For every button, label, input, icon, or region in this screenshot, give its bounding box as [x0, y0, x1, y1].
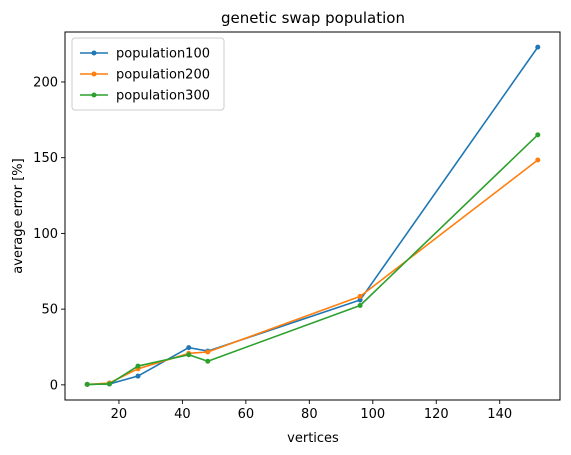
data-point-population300-2 — [135, 363, 141, 369]
legend-marker-population200 — [91, 71, 97, 77]
data-point-population200-5 — [357, 293, 363, 299]
legend-marker-population300 — [91, 92, 97, 98]
legend-label-population300: population300 — [116, 89, 210, 104]
data-point-population300-4 — [205, 358, 211, 364]
x-axis-label: vertices — [287, 431, 339, 446]
series-line-population200 — [87, 159, 539, 386]
plot-area — [84, 44, 541, 387]
x-tick-label-140: 140 — [487, 407, 512, 422]
y-tick-label-50: 50 — [41, 303, 58, 318]
legend-marker-population100 — [91, 50, 97, 56]
legend: population100 population200 population300 — [71, 37, 225, 111]
x-tick-label-80: 80 — [301, 407, 318, 422]
data-point-population300-1 — [106, 381, 112, 387]
y-tick-label-0: 0 — [50, 378, 58, 393]
data-point-population300-3 — [186, 352, 192, 358]
y-axis-label: average error [%] — [11, 158, 26, 273]
x-tick-label-60: 60 — [238, 407, 255, 422]
plot-frame — [64, 31, 561, 401]
x-tick-label-100: 100 — [360, 407, 385, 422]
data-point-population100-5 — [357, 297, 363, 303]
data-point-population300-5 — [357, 303, 363, 308]
data-point-population200-4 — [205, 349, 211, 355]
legend-label-population100: population100 — [116, 47, 210, 62]
chart-title: genetic swap population — [221, 9, 405, 27]
data-point-population100-2 — [135, 373, 141, 379]
x-tick-label-120: 120 — [424, 407, 449, 422]
y-tick-label-150: 150 — [33, 151, 58, 166]
data-point-population100-6 — [535, 44, 541, 50]
x-tick-label-40: 40 — [174, 407, 191, 422]
y-tick-label-200: 200 — [33, 75, 58, 90]
data-point-population100-3 — [186, 345, 192, 351]
legend-label-population200: population200 — [116, 68, 210, 83]
y-tick-label-100: 100 — [33, 227, 58, 242]
data-point-population300-6 — [535, 132, 541, 138]
axis-ticks: 20 40 60 80 100 120 140 0 50 100 150 200 — [33, 75, 512, 422]
legend-box — [71, 37, 225, 111]
series-line-population300 — [87, 134, 539, 386]
x-tick-label-20: 20 — [111, 407, 128, 422]
data-point-population300-0 — [84, 381, 90, 387]
data-point-population200-6 — [535, 157, 541, 163]
